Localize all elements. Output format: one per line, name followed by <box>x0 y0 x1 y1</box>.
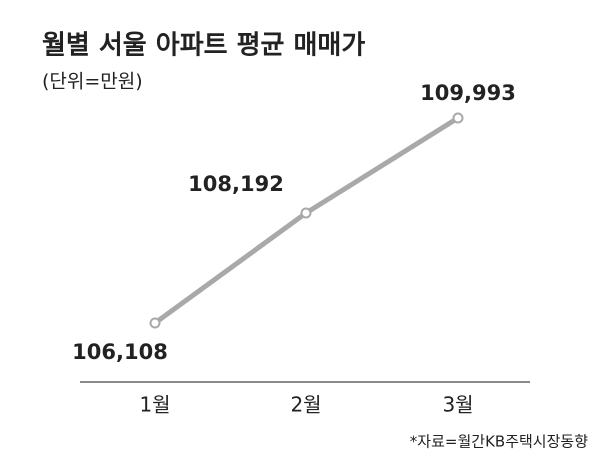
marker <box>149 317 161 329</box>
value-label: 106,108 <box>72 340 168 364</box>
value-label: 109,993 <box>420 81 516 105</box>
x-tick-label: 2월 <box>290 393 321 417</box>
x-tick-label: 3월 <box>442 393 473 417</box>
line <box>152 115 461 326</box>
value-label: 108,192 <box>188 172 284 196</box>
chart-subtitle: (단위=만원) <box>42 71 143 93</box>
marker <box>452 112 464 124</box>
source: *자료=월간KB주택시장동향 <box>410 433 588 451</box>
x-tick-label: 1월 <box>139 393 170 417</box>
marker <box>300 207 312 219</box>
chart-title: 월별 서울 아파트 평균 매매가 <box>42 31 365 61</box>
